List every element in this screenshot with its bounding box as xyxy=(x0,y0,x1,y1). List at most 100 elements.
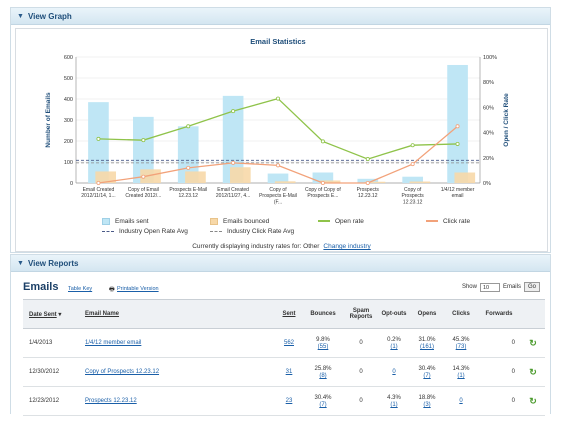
view-reports-title: View Reports xyxy=(27,258,79,268)
legend-emails-sent: Emails sent xyxy=(102,217,210,225)
cell-clicks: 45.3% (73) xyxy=(445,328,477,358)
legend-click-rate: Click rate xyxy=(426,218,534,225)
bar-emails-bounced xyxy=(454,172,476,183)
printable-version-link[interactable]: Printable Version xyxy=(117,286,159,292)
email-name-link[interactable]: Prospects 12.23.12 xyxy=(85,398,137,404)
table-key-link[interactable]: Table Key xyxy=(68,286,93,292)
cell-sent: 31 xyxy=(275,357,303,387)
x-tick-label: Prospects E... xyxy=(307,193,338,199)
x-tick-label: Copy of xyxy=(404,187,422,193)
click-rate-point xyxy=(231,160,236,165)
cell-optouts: 4.3% (1) xyxy=(379,386,409,416)
sent-link[interactable]: 31 xyxy=(285,369,293,375)
resend-icon[interactable]: ↻ xyxy=(529,395,537,406)
show-suffix: Emails xyxy=(502,284,521,290)
resend-icon[interactable]: ↻ xyxy=(529,337,537,348)
cell-bounces-link[interactable]: (7) xyxy=(319,402,327,408)
open-rate-point xyxy=(365,157,370,162)
bar-emails-sent xyxy=(447,64,468,183)
legend-industry-open: Industry Open Rate Avg xyxy=(102,228,210,235)
bar-emails-bounced xyxy=(185,171,206,183)
go-button[interactable]: Go xyxy=(523,282,540,292)
sent-link[interactable]: 562 xyxy=(283,340,294,346)
cell-opens-link[interactable]: (161) xyxy=(419,344,434,350)
x-tick-label: 2012/11/14, 1... xyxy=(81,193,115,199)
cell-opens-link[interactable]: (7) xyxy=(423,373,431,379)
y2-tick-label: 20% xyxy=(483,156,494,162)
legend-open-rate: Open rate xyxy=(318,218,426,225)
cell-opens-link[interactable]: (3) xyxy=(423,402,431,408)
click-rate-point xyxy=(320,180,325,185)
bar-emails-sent xyxy=(357,178,379,183)
industry-note-text: Currently displaying industry rates for:… xyxy=(192,243,320,250)
resend-icon[interactable]: ↻ xyxy=(529,366,537,377)
x-tick-label: 12.23.12 xyxy=(358,193,378,199)
cell-sent: 23 xyxy=(275,386,303,416)
cell-forwards: 0 xyxy=(477,386,521,416)
x-tick-label: 12.23.12 xyxy=(178,193,198,199)
show-count-select[interactable]: 10 xyxy=(479,282,500,292)
cell-bounces: 30.4% (7) xyxy=(303,386,343,416)
cell-actions: ↻ xyxy=(521,357,545,387)
show-control: Show 10 Emails Go xyxy=(462,282,540,292)
chart-title: Email Statistics xyxy=(250,37,305,46)
chart-svg: Email Statistics 0 100 200 300 400 500 600 0% 20%… xyxy=(45,37,510,205)
cell-optouts-link[interactable]: 0 xyxy=(392,369,396,375)
bar-emails-sent xyxy=(312,172,334,183)
sent-link[interactable]: 23 xyxy=(285,398,293,404)
legend-label-industry-open: Industry Open Rate Avg xyxy=(119,227,188,235)
table-header-row: Date Sent ▾ Email Name Sent Bounces Spam… xyxy=(23,299,545,329)
cell-clicks-link[interactable]: (73) xyxy=(455,344,467,350)
cell-spam: 0 xyxy=(343,357,379,387)
cell-bounces-link[interactable]: (8) xyxy=(319,373,327,379)
click-rate-point xyxy=(96,180,101,185)
click-rate-point xyxy=(275,163,280,168)
cell-email-name: 1/4/12 member email xyxy=(79,328,275,358)
cell-email-name: Copy of Prospects 12.23.12 xyxy=(79,357,275,387)
view-graph-panel: ▼ View Graph Email Statistics 0 100 200 300 4… xyxy=(10,7,551,253)
y2-tick-label: 60% xyxy=(483,105,494,111)
email-name-link[interactable]: Copy of Prospects 12.23.12 xyxy=(85,369,160,375)
x-tick-label: Prospects xyxy=(402,193,425,199)
view-graph-header[interactable]: ▼ View Graph xyxy=(11,8,550,25)
collapse-caret-icon[interactable]: ▼ xyxy=(17,12,24,20)
bar-emails-bounced xyxy=(274,181,296,183)
cell-clicks-link[interactable]: 0 xyxy=(459,398,463,404)
cell-optouts-link[interactable]: (1) xyxy=(390,402,398,408)
cell-clicks: 0 xyxy=(445,386,477,416)
cell-optouts-link[interactable]: (1) xyxy=(390,344,398,350)
cell-bounces-link[interactable]: (55) xyxy=(317,344,329,350)
col-bounces: Bounces xyxy=(303,299,343,329)
x-tick-label: 12.23.12 xyxy=(403,199,423,205)
col-email-name[interactable]: Email Name xyxy=(79,299,275,329)
table-row: 12/30/2012 Copy of Prospects 12.23.12 31 25… xyxy=(23,357,545,387)
col-spam-reports: Spam Reports xyxy=(343,299,379,329)
chart-legend: Emails sent Emails bounced Open rate Cli… xyxy=(102,216,534,236)
legend-swatch-bounced xyxy=(210,217,218,225)
open-rate-point xyxy=(186,124,191,129)
cell-actions: ↻ xyxy=(521,328,545,358)
printer-icon[interactable]: 🖶 xyxy=(109,287,115,293)
col-opens: Opens xyxy=(409,299,445,329)
change-industry-link[interactable]: Change industry xyxy=(323,243,371,250)
email-name-link[interactable]: 1/4/12 member email xyxy=(85,340,142,346)
cell-sent: 562 xyxy=(275,328,303,358)
x-tick-label: Email Created xyxy=(83,187,115,193)
view-reports-panel: ▼ View Reports Emails Table Key 🖶 Printa… xyxy=(10,254,551,416)
open-rate-point xyxy=(96,136,101,141)
col-date-sent[interactable]: Date Sent ▾ xyxy=(23,299,79,329)
open-rate-point xyxy=(455,141,460,146)
collapse-caret-icon[interactable]: ▼ xyxy=(17,259,24,267)
x-tick-label: Copy of xyxy=(269,187,287,193)
cell-clicks: 14.3% (1) xyxy=(445,357,477,387)
y-tick-label: 100 xyxy=(64,160,73,166)
click-rate-point xyxy=(186,165,191,170)
cell-spam: 0 xyxy=(343,386,379,416)
col-sent[interactable]: Sent xyxy=(275,299,303,329)
bar-emails-sent xyxy=(402,176,423,183)
legend-label-sent: Emails sent xyxy=(115,217,149,225)
view-reports-header[interactable]: ▼ View Reports xyxy=(11,255,550,272)
cell-spam: 0 xyxy=(343,328,379,358)
cell-forwards: 0 xyxy=(477,328,521,358)
cell-clicks-link[interactable]: (1) xyxy=(457,373,465,379)
